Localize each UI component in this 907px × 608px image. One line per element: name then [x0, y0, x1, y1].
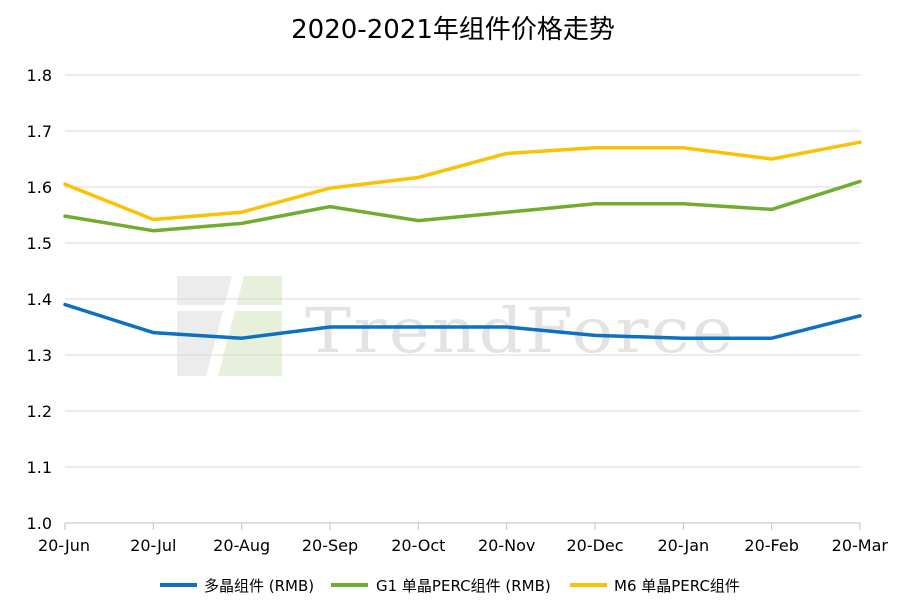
y-axis-ticks: 1.0 1.1 1.2 1.3 1.4 1.5 1.6 1.7 1.8	[27, 66, 52, 533]
x-tick-label: 20-Jun	[38, 536, 90, 555]
y-tick-label: 1.2	[27, 402, 52, 421]
series-line-1	[63, 179, 862, 233]
x-tick-label: 20-Oct	[391, 536, 445, 555]
series-line-0	[63, 302, 862, 340]
x-tick-label: 20-Sep	[302, 536, 358, 555]
y-tick-label: 1.4	[27, 290, 52, 309]
x-tick-label: 20-Jan	[657, 536, 709, 555]
y-tick-label: 1.0	[27, 514, 52, 533]
y-tick-label: 1.7	[27, 122, 52, 141]
x-tick-label: 20-Feb	[744, 536, 798, 555]
trendforce-logo-icon	[177, 276, 282, 376]
legend-label: 多晶组件 (RMB)	[204, 577, 314, 595]
x-tick-label: 20-Aug	[213, 536, 270, 555]
watermark-text: TrendForce	[305, 294, 735, 367]
gridlines	[65, 74, 860, 468]
y-tick-label: 1.3	[27, 346, 52, 365]
x-tick-label: 20-Nov	[478, 536, 535, 555]
y-tick-label: 1.6	[27, 178, 52, 197]
x-axis: 20-Jun 20-Jul 20-Aug 20-Sep 20-Oct 20-Nov 20-D…	[38, 522, 889, 555]
y-tick-label: 1.1	[27, 458, 52, 477]
y-tick-label: 1.8	[27, 66, 52, 85]
x-tick-label: 20-Dec	[566, 536, 623, 555]
series-line-2	[63, 140, 862, 222]
y-tick-label: 1.5	[27, 234, 52, 253]
chart-title: 2020-2021年组件价格走势	[291, 15, 615, 45]
series-lines	[63, 140, 862, 340]
x-tick-label: 20-Jul	[130, 536, 176, 555]
legend-label: G1 单晶PERC组件 (RMB)	[376, 577, 551, 595]
legend-label: M6 单晶PERC组件	[614, 577, 740, 595]
x-tick-label: 20-Mar	[832, 536, 889, 555]
legend: 多晶组件 (RMB) G1 单晶PERC组件 (RMB) M6 单晶PERC组件	[160, 577, 740, 595]
